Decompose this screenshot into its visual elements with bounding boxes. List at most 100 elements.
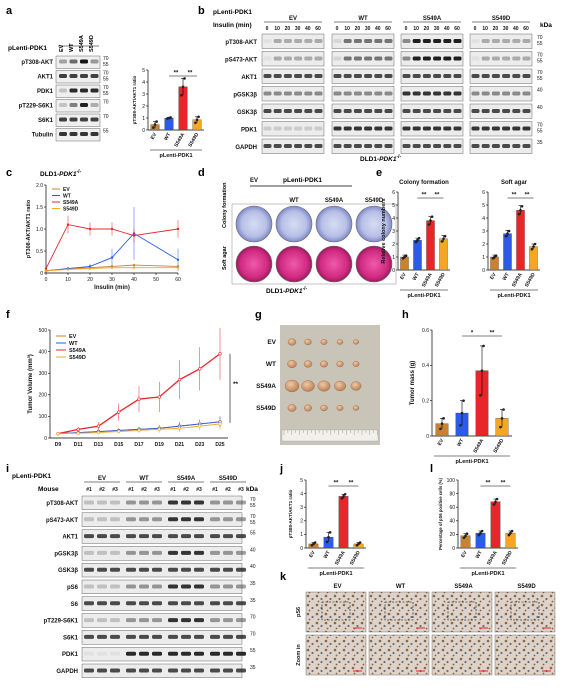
blot-row-label: pT229-S6K1	[19, 104, 54, 110]
blot-band	[80, 74, 88, 78]
blot-strip	[81, 613, 243, 628]
blot-band	[364, 39, 373, 43]
blot-band	[294, 39, 303, 43]
blot-band	[194, 550, 204, 555]
x-tick-label: 0	[45, 277, 48, 283]
time-label: 10	[274, 26, 280, 32]
x-tick-label: 10	[65, 277, 71, 283]
panel-letter: f	[6, 309, 10, 321]
blot-band	[80, 132, 88, 136]
blot-band	[512, 91, 521, 96]
time-label: 20	[424, 26, 430, 32]
mouse-id-label: #3	[112, 487, 118, 493]
data-point	[492, 503, 496, 506]
mw-marker: 35	[250, 581, 256, 587]
ihc-image	[368, 591, 430, 633]
blot-group-label: S549D	[492, 16, 511, 22]
blot-band	[273, 39, 282, 43]
blot-band	[304, 109, 313, 113]
tumor	[287, 338, 297, 346]
blot-band	[294, 56, 303, 61]
data-point	[509, 531, 512, 535]
blot-band	[223, 651, 233, 656]
x-tick-label: S549A	[472, 438, 485, 455]
blot-band	[304, 39, 313, 43]
data-point	[198, 424, 202, 428]
blot-band	[80, 59, 88, 64]
x-tick-label: EV	[150, 131, 159, 140]
data-point	[465, 532, 469, 536]
blot-band	[512, 126, 521, 131]
mw-marker: 70	[250, 631, 256, 637]
ihc-image	[305, 634, 367, 676]
blot-band	[384, 144, 393, 148]
blot-band	[139, 601, 149, 606]
mouse-id-label: #3	[196, 487, 202, 493]
blot-band	[353, 39, 362, 43]
blot-row-label: GAPDH	[56, 669, 78, 675]
blot-strip	[331, 103, 395, 119]
time-label: 0	[336, 26, 339, 32]
data-point	[76, 431, 80, 435]
blot-band	[263, 144, 272, 148]
significance-label: **	[435, 193, 440, 199]
x-tick-label: D19	[155, 442, 164, 448]
series-line	[45, 232, 179, 272]
blot-band	[453, 144, 462, 148]
blot-band	[422, 126, 431, 131]
legend-label: WT	[63, 193, 71, 199]
blot-band	[84, 500, 94, 505]
blot-band	[294, 91, 303, 96]
x-axis-label: pLenti-PDK1	[498, 293, 531, 299]
blot-band	[84, 567, 94, 572]
time-label: 0	[474, 26, 477, 32]
blot-band	[168, 618, 178, 623]
blot-band	[374, 56, 383, 61]
blot-band	[236, 634, 246, 639]
blot-band	[402, 109, 411, 113]
mw-marker: 70	[250, 514, 256, 520]
blot-band	[236, 668, 246, 673]
lane-label-wt: WT	[69, 43, 75, 52]
significance-label: **	[188, 71, 193, 77]
blot-band	[168, 534, 178, 539]
data-point	[479, 394, 482, 397]
blot-group-label: S549A	[177, 476, 196, 482]
mw-marker: 70	[537, 123, 543, 129]
blot-band	[263, 74, 272, 78]
panel-letter: l	[430, 463, 433, 475]
blot-band	[90, 59, 99, 64]
data-point	[506, 232, 509, 235]
mw-marker: 40	[250, 564, 256, 570]
data-point	[494, 500, 497, 504]
blot-band	[422, 39, 431, 43]
y-tick-label: 0.5	[36, 249, 43, 255]
y-tick-label: 2	[392, 242, 395, 248]
blot-band	[374, 74, 383, 78]
time-label: 40	[444, 26, 450, 32]
ihc-column-label: EV	[333, 584, 341, 590]
data-point	[480, 369, 484, 372]
blot-band	[283, 126, 292, 131]
x-tick-label: D11	[74, 442, 83, 448]
y-tick-label: 5	[392, 203, 395, 209]
tumor-row-label: S549A	[256, 383, 276, 390]
y-tick-label: 3	[142, 92, 145, 98]
blot-band	[353, 126, 362, 131]
blot-band	[152, 517, 162, 522]
tumor	[304, 404, 312, 412]
blot-band	[110, 550, 120, 555]
blot-band	[491, 56, 500, 61]
data-point	[327, 535, 330, 539]
data-point	[195, 118, 199, 122]
series-line	[45, 224, 179, 269]
blot-band	[59, 103, 67, 107]
tumor	[336, 405, 344, 411]
blot-strip	[55, 113, 101, 127]
blot-band	[273, 56, 282, 61]
blot-strip	[400, 103, 464, 119]
blot-strip	[469, 86, 533, 102]
blot-band	[263, 109, 272, 113]
blot-strip	[55, 84, 101, 98]
blot-band	[294, 74, 303, 78]
